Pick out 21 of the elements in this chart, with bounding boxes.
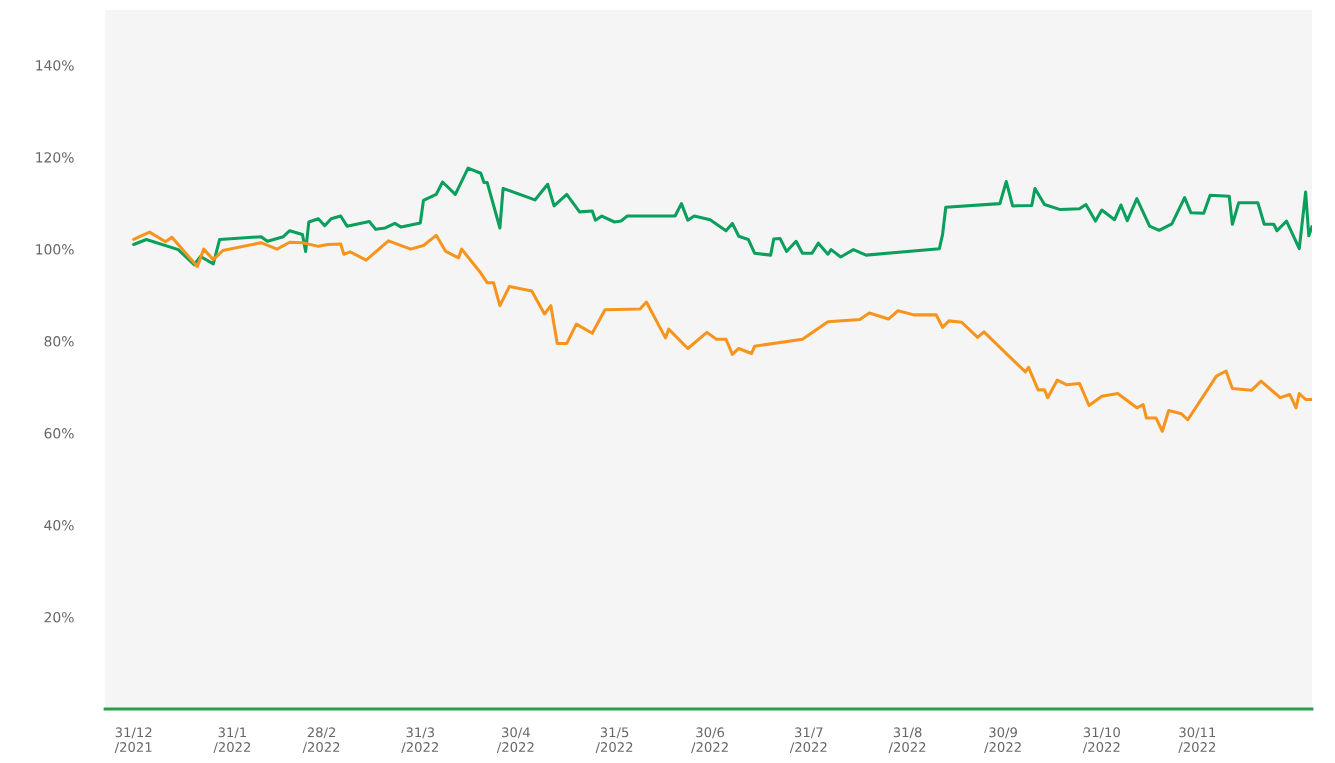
line-series [132,166,1312,267]
x-tick-label: 30/9 /2022 [984,727,1021,754]
line-series [132,230,1312,433]
x-tick-label: 31/5 /2022 [595,727,633,754]
y-tick-label: 100% [36,244,74,255]
x-tick-label: 31/7 /2022 [789,727,827,754]
x-tick-label: 31/1 /2022 [213,727,251,754]
y-tick-label: 60% [44,428,74,439]
y-tick-label: 140% [36,60,74,71]
x-tick-label: 30/11 /2022 [1178,727,1216,754]
y-tick-label: 80% [44,336,74,347]
y-tick-label: 120% [36,152,74,163]
x-tick-label: 30/6 /2022 [691,727,728,754]
x-tick-label: 31/10 /2022 [1082,727,1120,754]
x-tick-label: 28/2 /2022 [302,727,340,754]
x-tick-label: 31/8 /2022 [888,727,926,754]
y-tick-label: 40% [44,520,74,531]
x-tick-label: 31/12 /2021 [114,727,152,754]
x-tick-label: 31/3 /2022 [401,727,438,754]
x-tick-label: 30/4 /2022 [496,727,534,754]
y-tick-label: 20% [44,611,74,623]
